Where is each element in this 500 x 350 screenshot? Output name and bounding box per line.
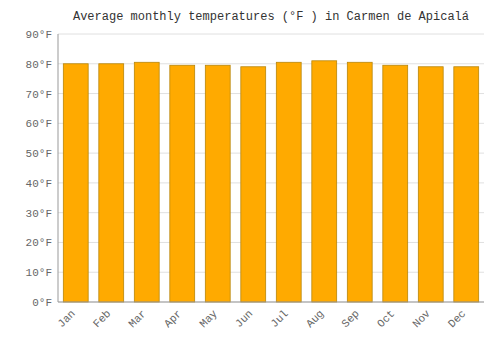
x-tick-label: Dec xyxy=(446,308,468,330)
grid-line xyxy=(58,302,484,303)
bar xyxy=(99,64,124,302)
y-tick-label: 80°F xyxy=(26,59,52,71)
bar xyxy=(134,62,159,302)
x-tick-label: Apr xyxy=(162,308,184,330)
y-tick-label: 40°F xyxy=(26,178,52,190)
y-tick-label: 20°F xyxy=(26,237,52,249)
bar xyxy=(170,65,195,302)
bar xyxy=(454,67,479,302)
y-tick-label: 10°F xyxy=(26,267,52,279)
bar xyxy=(383,65,408,302)
x-axis xyxy=(58,302,484,303)
y-tick-label: 0°F xyxy=(32,297,52,309)
title: Average monthly temperatures (°F ) in Ca… xyxy=(73,10,469,24)
y-tick-label: 70°F xyxy=(26,89,52,101)
bar xyxy=(241,67,266,302)
grid-line xyxy=(58,34,484,35)
x-tick-label: May xyxy=(197,307,220,330)
x-tick-label: Sep xyxy=(339,308,361,330)
x-tick-label: Aug xyxy=(304,308,326,330)
bar xyxy=(347,62,372,302)
x-tick-label: Oct xyxy=(375,308,397,330)
bar xyxy=(63,64,88,302)
bar xyxy=(205,65,230,302)
y-tick-label: 90°F xyxy=(26,29,52,41)
x-tick-label: Mar xyxy=(126,308,148,330)
x-tick-label: Jul xyxy=(268,308,290,330)
bar xyxy=(276,62,301,302)
y-tick-label: 30°F xyxy=(26,208,52,220)
y-tick-label: 50°F xyxy=(26,148,52,160)
x-tick-label: Jan xyxy=(55,308,77,330)
x-tick-label: Feb xyxy=(91,308,113,330)
y-tick-label: 60°F xyxy=(26,118,52,130)
bar xyxy=(312,61,337,302)
bar xyxy=(418,67,443,302)
chart: Average monthly temperatures (°F ) in Ca… xyxy=(0,0,500,350)
x-tick-label: Nov xyxy=(410,307,433,330)
x-tick-label: Jun xyxy=(233,308,255,330)
y-axis xyxy=(58,34,59,302)
